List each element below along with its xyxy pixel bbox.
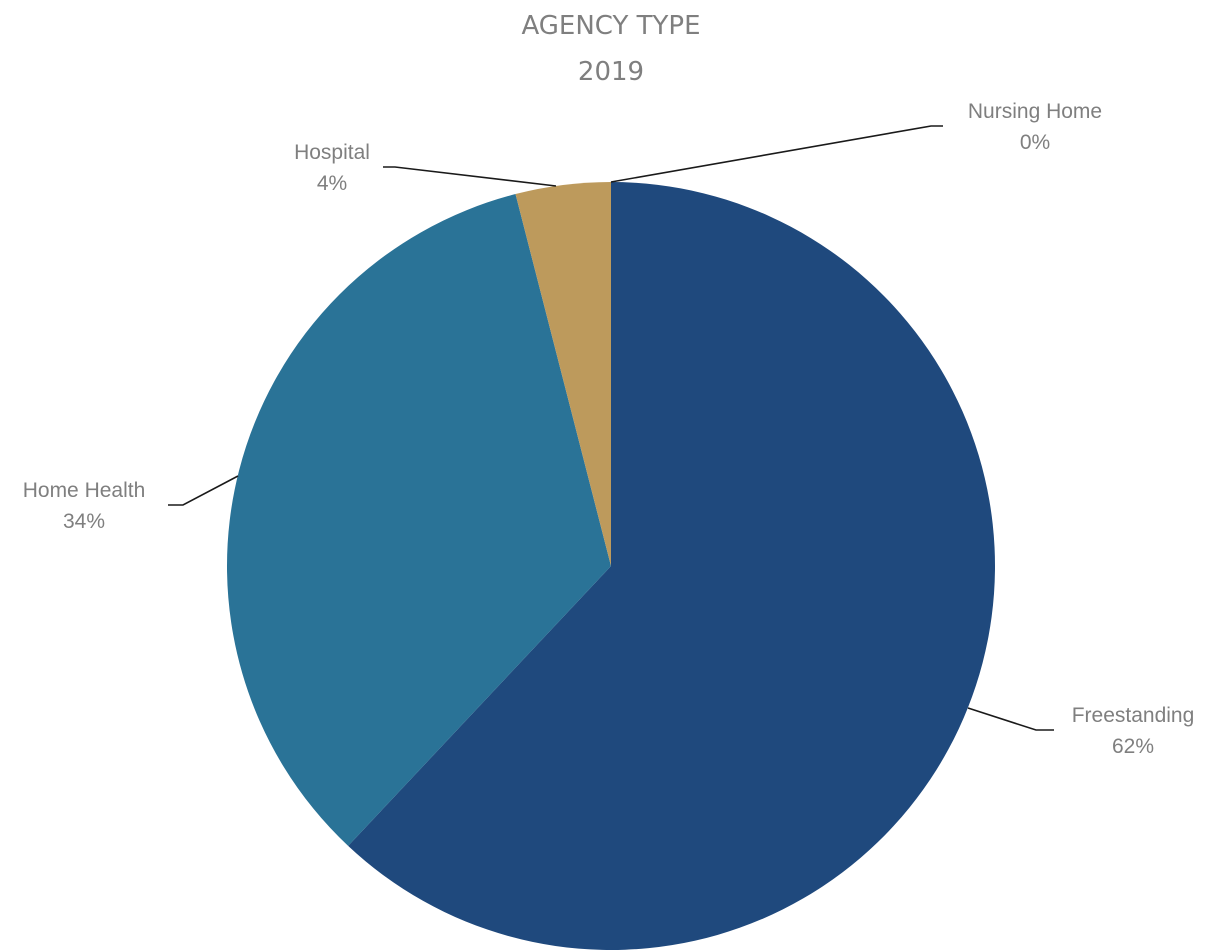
data-label-name-freestanding: Freestanding bbox=[1072, 704, 1195, 727]
chart-subtitle: 2019 bbox=[578, 57, 644, 87]
data-label-value-freestanding: 62% bbox=[1112, 735, 1154, 758]
leader-line-hospital bbox=[383, 166, 557, 187]
chart-title: AGENCY TYPE bbox=[521, 11, 700, 41]
leader-line-home-health bbox=[168, 475, 239, 506]
data-label-value-home-health: 34% bbox=[63, 510, 105, 533]
data-label-value-nursing-home: 0% bbox=[1020, 131, 1050, 154]
pie-slice-freestanding bbox=[348, 182, 996, 950]
data-label-value-hospital: 4% bbox=[317, 172, 347, 195]
pie-slices bbox=[226, 182, 996, 950]
leader-line-nursing-home bbox=[610, 125, 943, 183]
data-labels: Freestanding 62% Home Health 34% Hospital 4% N… bbox=[23, 100, 1195, 758]
data-label-name-nursing-home: Nursing Home bbox=[968, 100, 1102, 123]
data-label-name-home-health: Home Health bbox=[23, 479, 146, 502]
pie-slice-hospital bbox=[515, 182, 611, 566]
pie-slice-home-health bbox=[226, 194, 612, 846]
leader-lines bbox=[168, 125, 1054, 731]
data-label-name-hospital: Hospital bbox=[294, 141, 370, 164]
leader-line-freestanding bbox=[967, 707, 1054, 731]
